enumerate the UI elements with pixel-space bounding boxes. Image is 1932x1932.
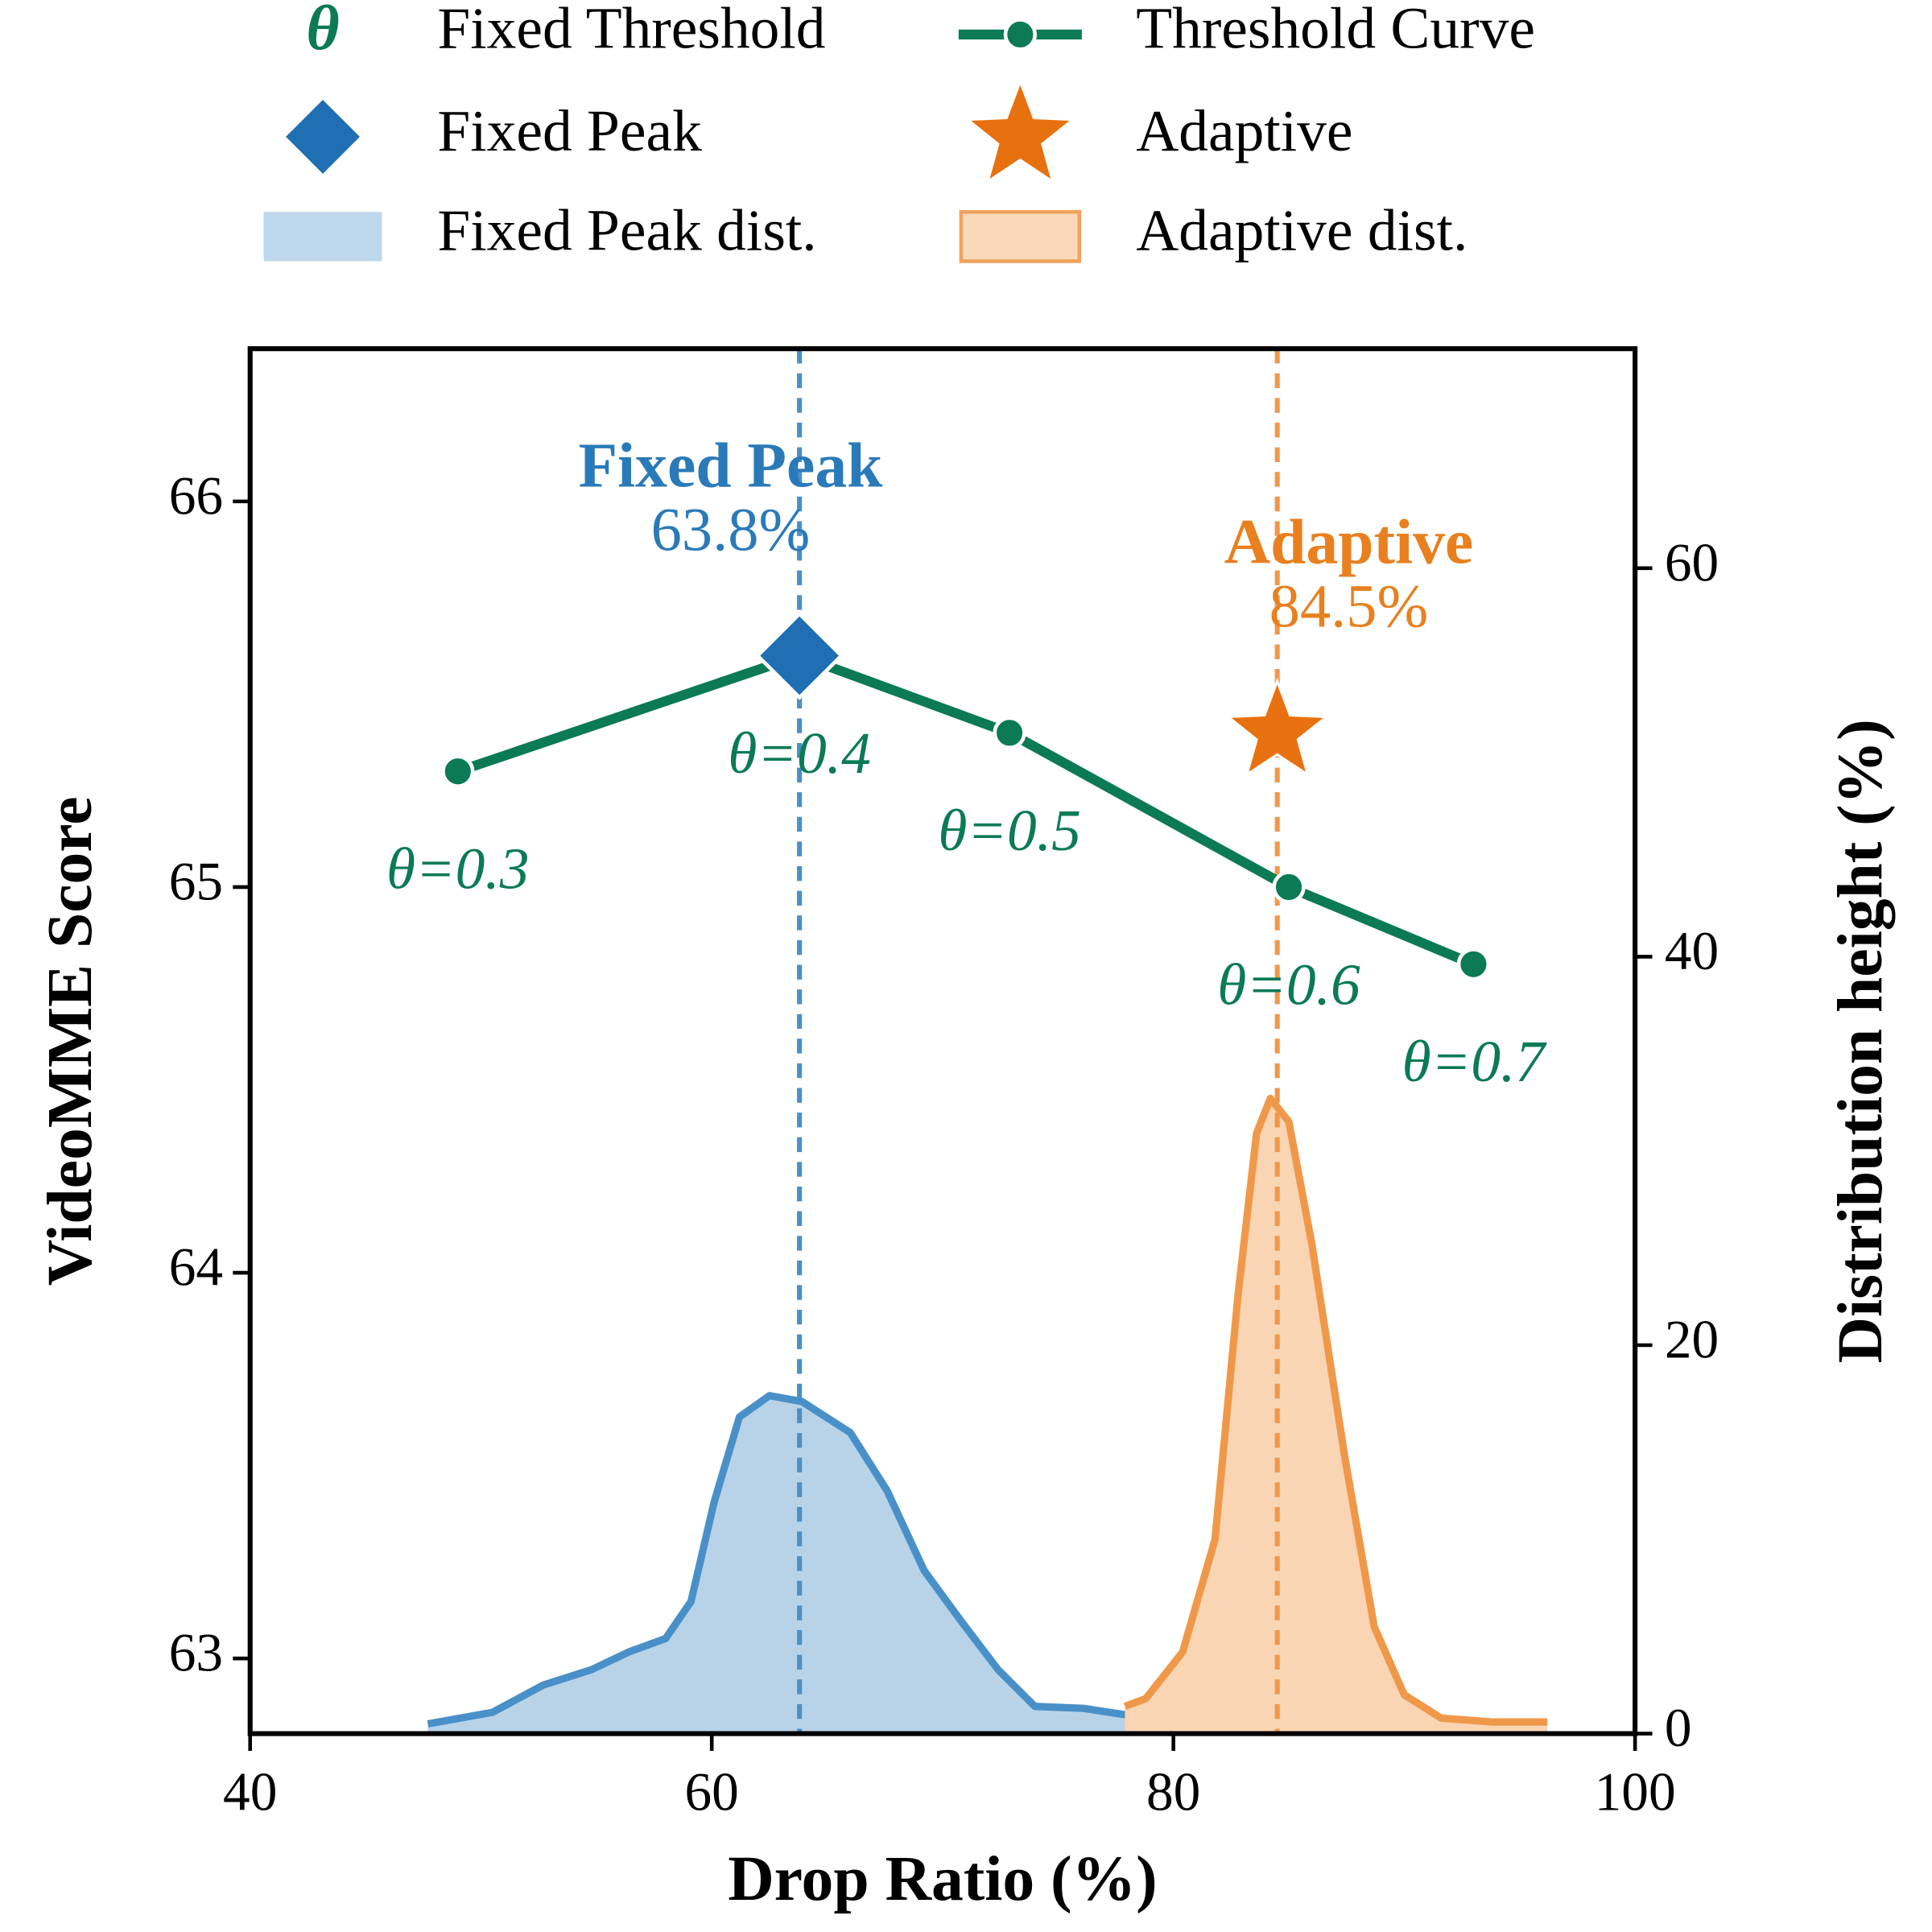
x-tick-label: 40 (223, 1762, 277, 1823)
annotation-label: 63.8% (651, 495, 811, 564)
curve-point (993, 716, 1026, 749)
x-tick-label: 60 (685, 1762, 739, 1823)
y2-tick-label: 40 (1665, 921, 1719, 981)
legend-text: Threshold Curve (1136, 0, 1535, 61)
x-tick-label: 100 (1595, 1762, 1676, 1823)
peak-marker (754, 611, 844, 700)
y2-tick-label: 0 (1665, 1698, 1692, 1758)
plot-frame (247, 346, 1638, 1736)
annotation-title: Fixed Peak (578, 430, 883, 501)
curve-point (1456, 947, 1491, 981)
adaptive-marker (1224, 677, 1331, 778)
legend-text: Adaptive dist. (1136, 198, 1468, 263)
legend-diamond (286, 99, 360, 174)
legend-star (971, 85, 1070, 179)
y-tick-label: 63 (169, 1623, 223, 1683)
annotation-title: Adaptive (1224, 506, 1474, 577)
distribution-line (1123, 1094, 1548, 1726)
point-label: θ=0.3 (386, 836, 529, 902)
point-label: θ=0.4 (728, 720, 870, 786)
legend-swatch (959, 209, 1082, 263)
legend-text: Fixed Peak dist. (437, 198, 816, 263)
legend-point (1003, 18, 1038, 52)
legend-text: Fixed Threshold (437, 0, 825, 61)
point-label: θ=0.6 (1217, 952, 1360, 1017)
legend-text: Adaptive (1136, 98, 1352, 163)
point-label: θ=0.7 (1402, 1029, 1548, 1094)
curve-point (1272, 870, 1306, 904)
distribution-line (427, 1392, 1271, 1728)
x-tick-label: 80 (1146, 1762, 1200, 1823)
y-tick-label: 65 (169, 851, 223, 911)
legend-symbol: θ (306, 0, 339, 64)
y-tick-label: 66 (169, 465, 223, 526)
annotation-label: 84.5% (1269, 572, 1429, 640)
y2-tick-label: 20 (1665, 1309, 1719, 1369)
y2-axis-title: Distribution height (%) (1825, 719, 1896, 1363)
point-label: θ=0.5 (938, 798, 1080, 863)
legend-text: Fixed Peak (437, 98, 702, 163)
y2-tick-label: 60 (1665, 532, 1719, 592)
legend-swatch (263, 212, 382, 262)
y-axis-title: VideoMME Score (35, 796, 105, 1286)
curve-point (441, 754, 475, 788)
y-tick-label: 64 (169, 1237, 223, 1298)
x-axis-title: Drop Ratio (%) (728, 1843, 1157, 1914)
